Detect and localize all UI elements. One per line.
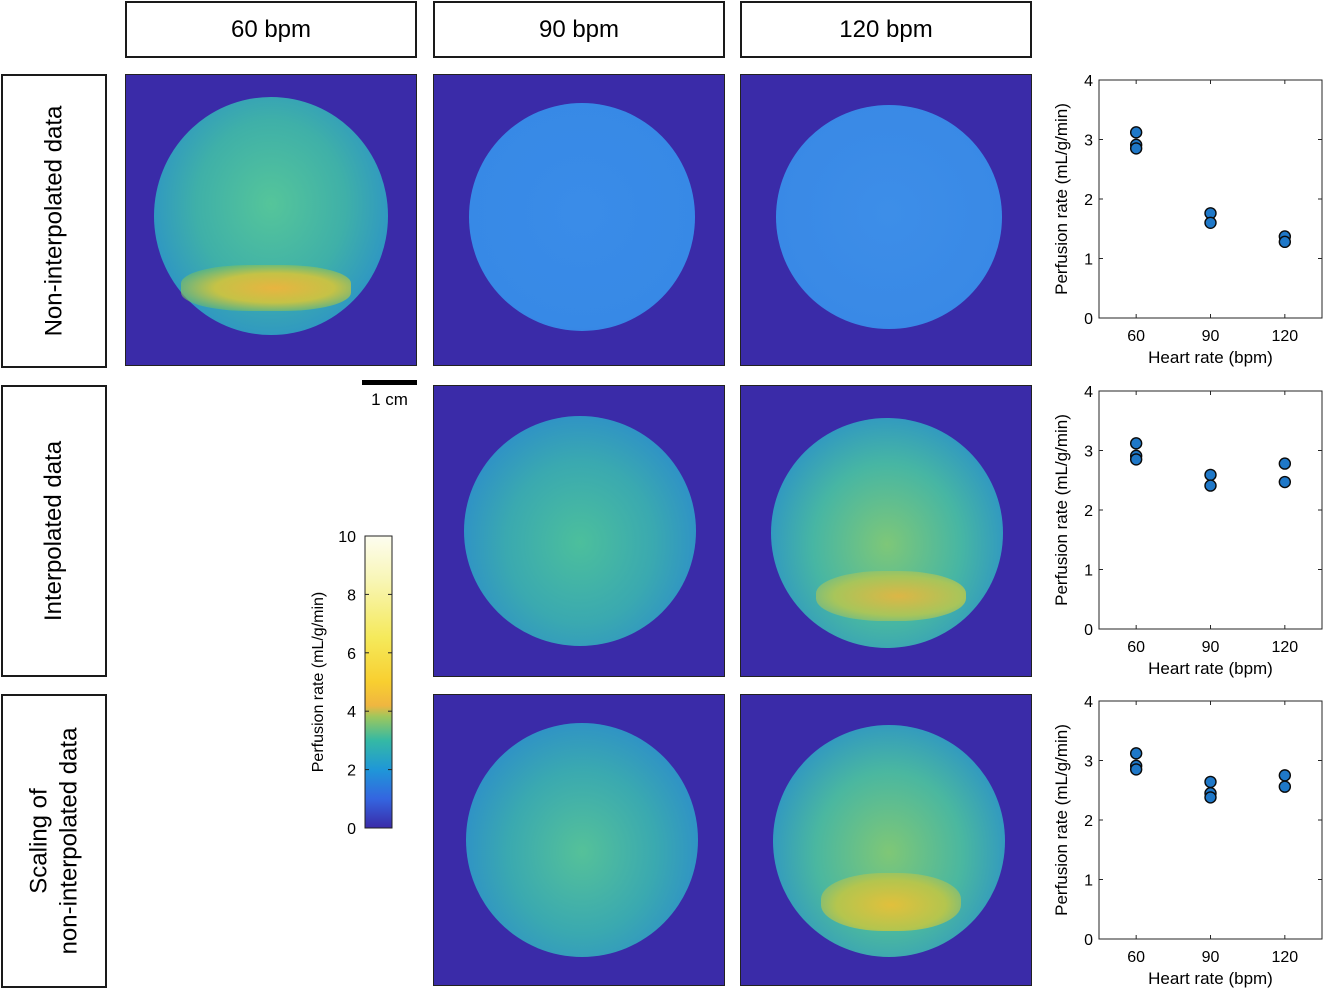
data-point [1278,235,1292,249]
data-point [1129,126,1143,139]
row-label-interpolated: Interpolated data [1,385,107,677]
map-noninterp-90 [433,74,725,366]
column-header-label: 90 bpm [538,15,620,43]
row-label-line2: non-interpolated data [55,727,82,955]
colorbar-tick-label: 0 [347,821,356,838]
x-axis-label: Heart rate (bpm) [1148,969,1273,988]
y-axis-label: Perfusion rate (mL/g/min) [1052,724,1071,916]
colorbar-tick-label: 6 [347,646,356,663]
row-label-scaling: Scaling of non-interpolated data [1,694,107,988]
y-tick-label: 3 [1084,133,1093,150]
row-label-text-block: Scaling of non-interpolated data [24,728,84,955]
y-tick-label: 1 [1084,563,1093,580]
perfusion-disc [776,105,1002,329]
y-tick-label: 4 [1084,73,1093,90]
data-point [1204,216,1217,230]
plot-area [1098,79,1323,319]
colorbar-label: Perfusion rate (mL/g/min) [310,592,327,773]
scatter-chart-scaled: 0 1 2 3 4 60 90 120 Heart rate (bpm) Perfusion ra… [1052,694,1323,988]
column-header-label: 60 bpm [230,15,312,43]
map-noninterp-120 [740,74,1032,366]
y-tick-label: 0 [1084,311,1093,328]
column-header-120: 120 bpm [740,1,1032,58]
row-label-non-interpolated: Non-interpolated data [1,74,107,368]
data-point [1204,468,1217,482]
map-interp-120 [740,385,1032,677]
column-header-90: 90 bpm [433,1,725,58]
x-tick-label: 60 [1127,639,1145,656]
row-label-text: Interpolated data [40,440,68,622]
scale-bar-label: 1 cm [371,390,408,409]
map-noninterp-60 [125,74,417,366]
y-tick-label: 1 [1084,252,1093,269]
data-point [1129,453,1143,466]
scatter-chart-interp: 0 1 2 3 4 60 90 120 Heart rate (bpm) Perfusion ra… [1052,384,1323,678]
perfusion-hotspot [181,265,351,311]
y-tick-label: 2 [1084,813,1093,830]
colorbar-gradient [364,535,393,829]
data-point [1129,142,1143,155]
scale-bar [362,380,417,385]
perfusion-disc [469,103,695,331]
column-header-label: 120 bpm [839,15,933,43]
y-tick-label: 2 [1084,192,1093,209]
colorbar-tick-label: 8 [347,587,356,604]
y-tick-label: 4 [1084,694,1093,711]
perfusion-disc [466,723,698,957]
x-axis-label: Heart rate (bpm) [1148,659,1273,678]
row-label-text: Non-interpolated data [40,105,68,337]
data-point [1204,791,1217,804]
y-tick-label: 2 [1084,503,1093,520]
y-tick-label: 0 [1084,622,1093,639]
y-tick-label: 0 [1084,932,1093,949]
map-scaled-120 [740,694,1032,986]
perfusion-hotspot [816,571,966,621]
y-axis-label: Perfusion rate (mL/g/min) [1052,103,1071,295]
x-axis-label: Heart rate (bpm) [1148,348,1273,367]
x-tick-label: 120 [1271,328,1298,345]
x-tick-label: 60 [1127,949,1145,966]
data-point [1278,475,1292,489]
y-tick-label: 3 [1084,444,1093,461]
x-tick-label: 90 [1202,949,1220,966]
data-point [1278,769,1292,782]
x-tick-label: 90 [1202,639,1220,656]
y-tick-label: 1 [1084,873,1093,890]
y-axis-label: Perfusion rate (mL/g/min) [1052,414,1071,606]
data-point [1129,747,1143,760]
map-interp-90 [433,385,725,677]
perfusion-disc [464,416,696,646]
plot-area [1098,700,1323,940]
data-point [1204,479,1217,492]
y-tick-label: 4 [1084,384,1093,401]
data-point [1129,763,1143,776]
map-scaled-90 [433,694,725,986]
perfusion-hotspot [821,873,961,931]
column-header-60: 60 bpm [125,1,417,58]
x-tick-label: 90 [1202,328,1220,345]
data-point [1129,437,1143,450]
data-point [1278,780,1292,793]
x-tick-label: 120 [1271,949,1298,966]
data-point [1278,457,1292,470]
plot-area [1098,390,1323,630]
row-label-line1: Scaling of [25,788,52,894]
colorbar: 10 8 6 4 2 0 Perfusion rate (mL/g/min) [310,529,393,838]
colorbar-tick-label: 4 [347,704,356,721]
data-point [1204,775,1217,789]
y-tick-label: 3 [1084,754,1093,771]
x-tick-label: 60 [1127,328,1145,345]
colorbar-tick-label: 10 [338,529,356,546]
colorbar-tick-label: 2 [347,763,356,780]
x-tick-label: 120 [1271,639,1298,656]
scatter-chart-noninterp: 0 1 2 3 4 60 90 120 Heart rate (bpm) Perfusion ra… [1052,73,1323,367]
